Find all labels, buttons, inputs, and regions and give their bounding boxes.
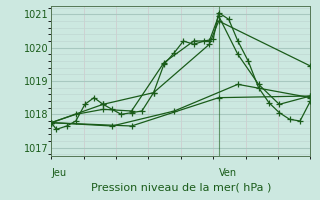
X-axis label: Pression niveau de la mer( hPa ): Pression niveau de la mer( hPa )	[91, 183, 271, 193]
Text: Jeu: Jeu	[51, 168, 66, 178]
Text: Ven: Ven	[219, 168, 237, 178]
